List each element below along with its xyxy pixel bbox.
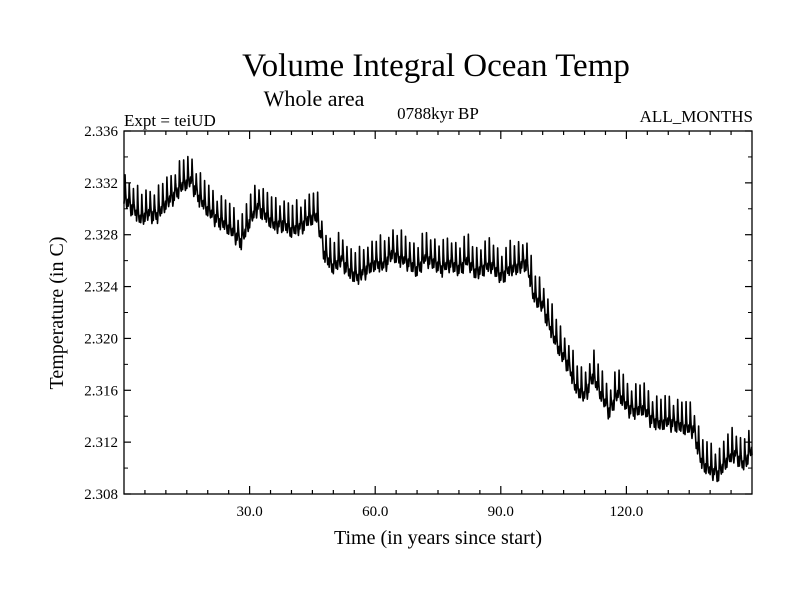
y-tick-label: 2.308 xyxy=(84,487,118,503)
y-tick-label: 2.312 xyxy=(84,435,118,451)
y-axis-ticks: 2.308 2.312 2.316 2.320 2.324 2.328 2.332 2.336 xyxy=(84,124,752,503)
y-tick-label: 2.316 xyxy=(84,383,118,399)
x-tick-label: 120.0 xyxy=(610,504,644,520)
x-tick-label: 60.0 xyxy=(362,504,388,520)
temperature-series-line xyxy=(123,155,753,483)
x-tick-label: 90.0 xyxy=(488,504,514,520)
plot-frame xyxy=(123,130,753,495)
experiment-label: Expt = teiUD xyxy=(124,111,216,130)
y-axis-label: Temperature (in C) xyxy=(46,237,68,390)
chart-subtitle: Whole area xyxy=(264,86,365,111)
y-tick-label: 2.320 xyxy=(84,331,118,347)
chart-title: Volume Integral Ocean Temp xyxy=(242,48,630,84)
months-label: ALL_MONTHS xyxy=(640,107,753,126)
y-tick-label: 2.336 xyxy=(84,124,118,140)
y-tick-label: 2.324 xyxy=(84,280,118,296)
y-tick-label: 2.332 xyxy=(84,176,118,192)
x-axis-ticks: 30.0 60.0 90.0 120.0 xyxy=(144,131,732,520)
y-tick-label: 2.328 xyxy=(84,228,118,244)
x-tick-label: 30.0 xyxy=(236,504,262,520)
period-label: 0788kyr BP xyxy=(397,104,479,123)
x-axis-label: Time (in years since start) xyxy=(334,527,542,549)
